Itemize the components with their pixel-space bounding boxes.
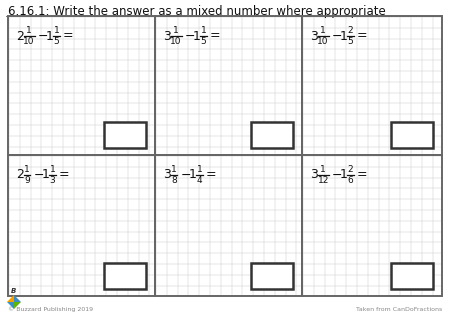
- Text: =: =: [357, 30, 368, 43]
- Text: 3: 3: [163, 169, 171, 182]
- Text: 1: 1: [26, 26, 32, 35]
- Text: 5: 5: [201, 37, 207, 46]
- Text: 3: 3: [310, 30, 318, 43]
- Text: 1: 1: [45, 30, 54, 43]
- Text: B: B: [11, 288, 17, 294]
- Text: 1: 1: [193, 30, 201, 43]
- Text: 2: 2: [348, 165, 353, 174]
- Text: 8: 8: [171, 176, 177, 185]
- Text: 1: 1: [201, 26, 207, 35]
- Bar: [155, 155, 302, 296]
- Text: © Buzzard Publishing 2019: © Buzzard Publishing 2019: [8, 306, 93, 312]
- Text: =: =: [63, 30, 74, 43]
- Bar: [251, 263, 293, 289]
- Text: 1: 1: [41, 169, 50, 182]
- Text: 10: 10: [171, 37, 182, 46]
- Text: 3: 3: [50, 176, 55, 185]
- Text: 1: 1: [320, 26, 326, 35]
- Bar: [391, 122, 433, 148]
- Text: 5: 5: [348, 37, 354, 46]
- Bar: [251, 122, 293, 148]
- Text: 3: 3: [163, 30, 171, 43]
- Text: 12: 12: [317, 176, 329, 185]
- Bar: [104, 122, 146, 148]
- Bar: [104, 263, 146, 289]
- Text: 3: 3: [310, 169, 318, 182]
- Text: 6.16.1: Write the answer as a mixed number where appropriate: 6.16.1: Write the answer as a mixed numb…: [8, 5, 386, 18]
- Polygon shape: [7, 295, 14, 302]
- Text: −: −: [38, 30, 48, 43]
- Text: 1: 1: [320, 165, 326, 174]
- Text: −: −: [332, 30, 342, 43]
- Text: =: =: [206, 169, 216, 182]
- Text: 1: 1: [50, 165, 55, 174]
- Text: 1: 1: [24, 165, 30, 174]
- Text: 4: 4: [197, 176, 202, 185]
- Text: 6: 6: [348, 176, 354, 185]
- Text: =: =: [59, 169, 69, 182]
- Bar: [8, 16, 155, 155]
- Text: 10: 10: [317, 37, 329, 46]
- Text: 10: 10: [23, 37, 35, 46]
- Text: 2: 2: [16, 169, 24, 182]
- Text: 9: 9: [24, 176, 30, 185]
- Bar: [302, 16, 442, 155]
- Polygon shape: [7, 302, 14, 309]
- Text: 1: 1: [197, 165, 202, 174]
- Polygon shape: [14, 302, 21, 309]
- Text: 1: 1: [173, 26, 179, 35]
- Bar: [8, 155, 155, 296]
- Text: =: =: [357, 169, 368, 182]
- Text: 5: 5: [54, 37, 59, 46]
- Text: −: −: [33, 169, 44, 182]
- Text: −: −: [332, 169, 342, 182]
- Text: 1: 1: [340, 169, 347, 182]
- Text: Taken from CanDoFractions: Taken from CanDoFractions: [356, 307, 442, 312]
- Text: −: −: [180, 169, 191, 182]
- Text: 1: 1: [340, 30, 347, 43]
- Text: 1: 1: [171, 165, 177, 174]
- Text: =: =: [210, 30, 220, 43]
- Polygon shape: [14, 295, 21, 302]
- Text: 1: 1: [54, 26, 59, 35]
- Text: 2: 2: [348, 26, 353, 35]
- Bar: [302, 155, 442, 296]
- Bar: [391, 263, 433, 289]
- Text: 2: 2: [16, 30, 24, 43]
- Bar: [155, 16, 302, 155]
- Text: 1: 1: [189, 169, 196, 182]
- Text: −: −: [184, 30, 195, 43]
